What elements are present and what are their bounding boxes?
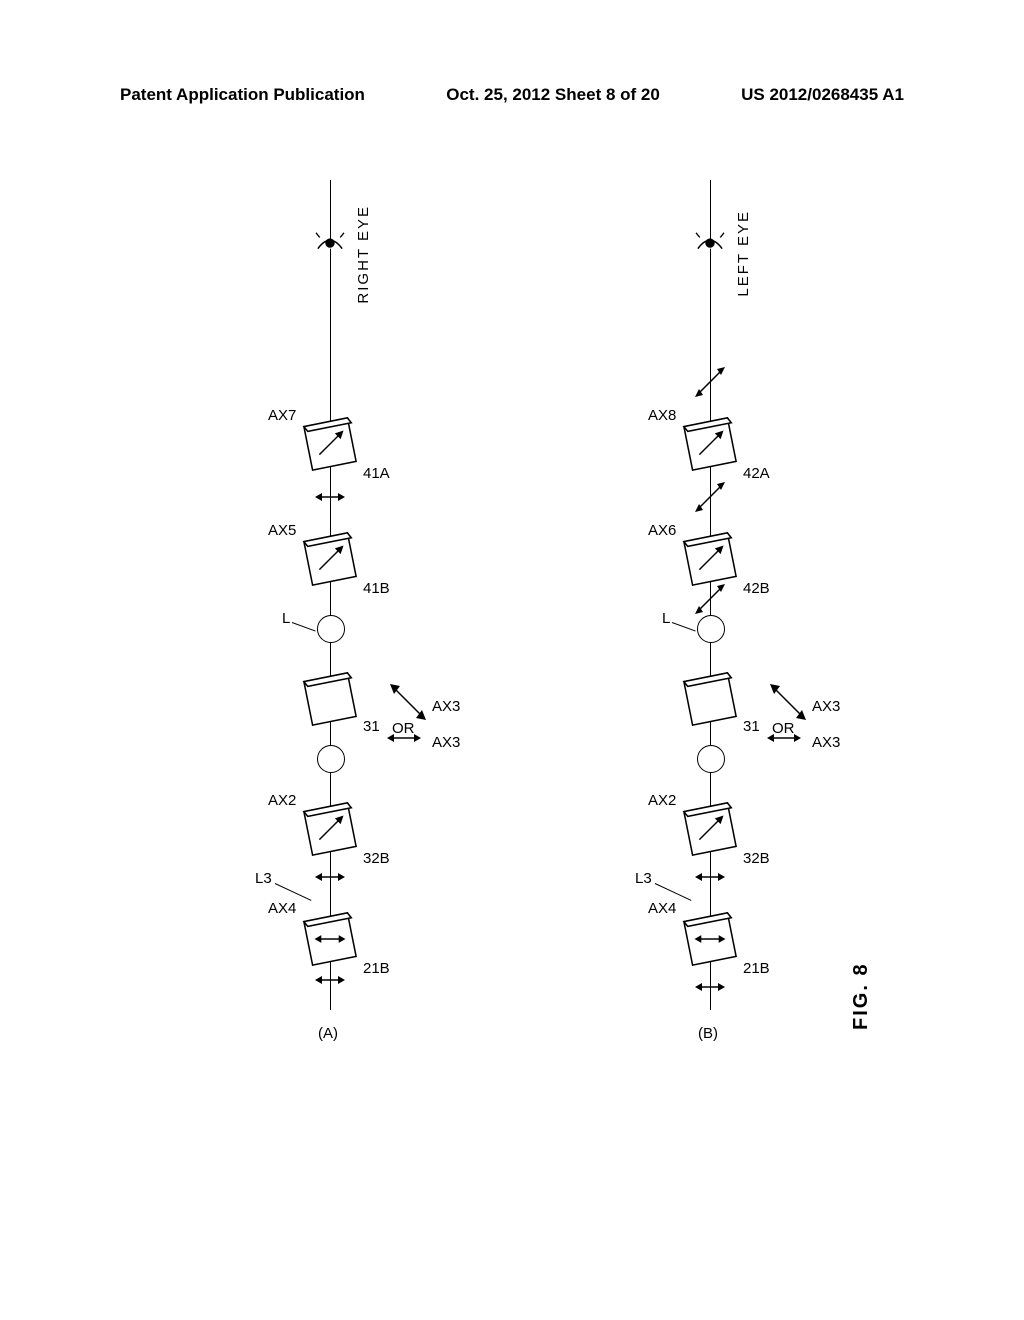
plate-42A-label-B: 42A [743,465,770,482]
or-text-A: OR [392,720,415,737]
ax3-bot-A: AX3 [432,734,460,751]
lens-L-label-A: L [282,610,290,627]
plate-41A-label-A: 41A [363,465,390,482]
lens-L-leader-A [292,622,316,631]
diagram-area: (A) AX4 21B L3 [140,170,920,1070]
or-text-B: OR [772,720,795,737]
header-right: US 2012/0268435 A1 [741,85,904,105]
plate-31-B [681,670,739,728]
pol-arrow-entry-B [695,980,725,999]
plate-21B-B [681,910,739,968]
pol-diag3-B [693,365,727,404]
plate-21B-label-B: 21B [743,960,770,977]
ax6-label-B: AX6 [648,522,676,539]
lens1-A [317,745,345,773]
plate-42B-B [681,530,739,588]
ax3-bot-B: AX3 [812,734,840,751]
l3-label-A: L3 [255,870,272,887]
ax2-label-A: AX2 [268,792,296,809]
right-eye-label: RIGHT EYE [355,205,372,304]
plate-42B-label-B: 42B [743,580,770,597]
header-left: Patent Application Publication [120,85,365,105]
plate-42A-B [681,415,739,473]
plate-32B-B [681,800,739,858]
ax5-label-A: AX5 [268,522,296,539]
ax3-top-B: AX3 [812,698,840,715]
left-eye-label: LEFT EYE [735,210,752,297]
pol-mid2-A [315,490,345,509]
pol-mid1-A [315,870,345,889]
left-eye-icon [696,230,724,258]
row-label-B: (B) [698,1025,718,1042]
plate-21B-A [301,910,359,968]
ax2-label-B: AX2 [648,792,676,809]
path-A: (A) AX4 21B L3 [180,170,480,1050]
plate-31-A [301,670,359,728]
plate-32B-label-B: 32B [743,850,770,867]
right-eye-icon [316,230,344,258]
lens-L-label-B: L [662,610,670,627]
page-header: Patent Application Publication Oct. 25, … [0,85,1024,105]
ax4-label-A: AX4 [268,900,296,917]
l3-leader-B [655,883,692,901]
l3-label-B: L3 [635,870,652,887]
pol-mid1-B [695,870,725,889]
plate-32B-A [301,800,359,858]
lens-L-A [317,615,345,643]
ax4-label-B: AX4 [648,900,676,917]
row-label-A: (A) [318,1025,338,1042]
pol-diag2-B [693,480,727,519]
plate-41A-A [301,415,359,473]
path-B: (B) AX4 21B L3 AX2 32B [560,170,880,1050]
lens-L-leader-B [672,622,696,631]
plate-31-label-A: 31 [363,718,380,735]
plate-32B-label-A: 32B [363,850,390,867]
ax3-top-A: AX3 [432,698,460,715]
ax8-label-B: AX8 [648,407,676,424]
l3-leader-A [275,883,312,901]
lens1-B [697,745,725,773]
plate-21B-label-A: 21B [363,960,390,977]
ax7-label-A: AX7 [268,407,296,424]
header-center: Oct. 25, 2012 Sheet 8 of 20 [446,85,660,105]
plate-31-label-B: 31 [743,718,760,735]
plate-41B-label-A: 41B [363,580,390,597]
page: Patent Application Publication Oct. 25, … [0,0,1024,1320]
plate-41B-A [301,530,359,588]
